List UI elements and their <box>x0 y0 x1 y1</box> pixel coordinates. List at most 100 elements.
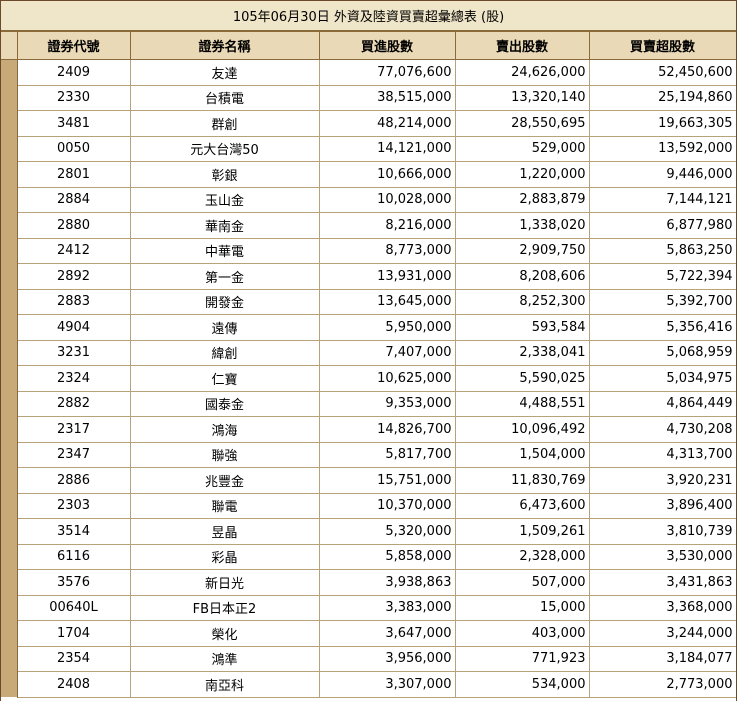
stock-code-cell: 2412 <box>16 237 131 264</box>
buy-shares-cell: 5,950,000 <box>318 314 456 341</box>
stock-code-cell: 3514 <box>16 518 131 545</box>
stock-code-cell: 4904 <box>16 314 131 341</box>
buy-shares-cell: 38,515,000 <box>318 84 456 111</box>
row-spacer <box>1 416 18 442</box>
table-row: 2880 華南金 8,216,000 1,338,020 6,877,980 <box>1 212 736 239</box>
row-spacer <box>1 212 18 238</box>
stock-code-cell: 2884 <box>16 186 131 213</box>
row-spacer <box>1 136 18 162</box>
stock-name-cell: 鴻海 <box>129 416 320 443</box>
sell-shares-cell: 2,328,000 <box>454 543 590 570</box>
buy-shares-cell: 13,931,000 <box>318 263 456 290</box>
buy-shares-cell: 8,216,000 <box>318 212 456 239</box>
stock-code-cell: 2330 <box>16 84 131 111</box>
buy-shares-cell: 3,938,863 <box>318 569 456 596</box>
stock-code-cell: 2347 <box>16 441 131 468</box>
sell-shares-cell: 507,000 <box>454 569 590 596</box>
row-spacer <box>1 59 18 85</box>
sell-shares-cell: 8,252,300 <box>454 288 590 315</box>
stock-name-cell: 玉山金 <box>129 186 320 213</box>
stock-name-cell: 榮化 <box>129 620 320 647</box>
stock-name-cell: 鴻準 <box>129 645 320 672</box>
report-title: 105年06月30日 外資及陸資買賣超彙總表 (股) <box>1 1 736 31</box>
row-spacer <box>1 314 18 340</box>
stock-name-cell: FB日本正2 <box>129 594 320 621</box>
buy-shares-cell: 3,647,000 <box>318 620 456 647</box>
stock-code-cell: 2317 <box>16 416 131 443</box>
net-shares-cell: 5,068,959 <box>588 339 736 366</box>
buy-shares-cell: 77,076,600 <box>318 59 456 86</box>
stock-name-cell: 遠傳 <box>129 314 320 341</box>
buy-shares-cell: 8,773,000 <box>318 237 456 264</box>
buy-shares-cell: 10,625,000 <box>318 365 456 392</box>
table-row: 3576 新日光 3,938,863 507,000 3,431,863 <box>1 569 736 596</box>
row-spacer <box>1 671 18 697</box>
stock-name-cell: 聯強 <box>129 441 320 468</box>
table-row: 2801 彰銀 10,666,000 1,220,000 9,446,000 <box>1 161 736 188</box>
buy-shares-cell: 7,407,000 <box>318 339 456 366</box>
row-spacer <box>1 365 18 391</box>
buy-shares-cell: 14,826,700 <box>318 416 456 443</box>
row-spacer <box>1 187 18 213</box>
net-shares-cell: 3,530,000 <box>588 543 736 570</box>
net-shares-cell: 3,368,000 <box>588 594 736 621</box>
table-row: 2892 第一金 13,931,000 8,208,606 5,722,394 <box>1 263 736 290</box>
stock-code-cell: 2409 <box>16 59 131 86</box>
row-spacer <box>1 85 18 111</box>
buy-shares-cell: 3,956,000 <box>318 645 456 672</box>
sell-shares-cell: 24,626,000 <box>454 59 590 86</box>
stock-code-cell: 2886 <box>16 467 131 494</box>
sell-shares-cell: 403,000 <box>454 620 590 647</box>
net-shares-cell: 5,356,416 <box>588 314 736 341</box>
stock-name-cell: 台積電 <box>129 84 320 111</box>
net-shares-cell: 13,592,000 <box>588 135 736 162</box>
stock-name-cell: 華南金 <box>129 212 320 239</box>
stock-name-cell: 彩晶 <box>129 543 320 570</box>
stock-name-cell: 開發金 <box>129 288 320 315</box>
stock-name-cell: 第一金 <box>129 263 320 290</box>
buy-shares-cell: 5,320,000 <box>318 518 456 545</box>
stock-name-cell: 南亞科 <box>129 671 320 698</box>
stock-name-cell: 聯電 <box>129 492 320 519</box>
stock-name-cell: 緯創 <box>129 339 320 366</box>
sell-shares-cell: 529,000 <box>454 135 590 162</box>
buy-shares-cell: 5,817,700 <box>318 441 456 468</box>
stock-name-cell: 仁寶 <box>129 365 320 392</box>
net-shares-cell: 3,431,863 <box>588 569 736 596</box>
buy-shares-cell: 5,858,000 <box>318 543 456 570</box>
net-shares-cell: 5,034,975 <box>588 365 736 392</box>
sell-shares-cell: 5,590,025 <box>454 365 590 392</box>
stock-name-cell: 國泰金 <box>129 390 320 417</box>
sell-shares-cell: 8,208,606 <box>454 263 590 290</box>
table-row: 2347 聯強 5,817,700 1,504,000 4,313,700 <box>1 441 736 468</box>
stock-code-cell: 0050 <box>16 135 131 162</box>
stock-name-cell: 新日光 <box>129 569 320 596</box>
stock-name-cell: 昱晶 <box>129 518 320 545</box>
sell-shares-cell: 1,504,000 <box>454 441 590 468</box>
stock-code-cell: 6116 <box>16 543 131 570</box>
stock-name-cell: 元大台灣50 <box>129 135 320 162</box>
sell-shares-cell: 4,488,551 <box>454 390 590 417</box>
sell-shares-cell: 13,320,140 <box>454 84 590 111</box>
table-row: 2317 鴻海 14,826,700 10,096,492 4,730,208 <box>1 416 736 443</box>
net-shares-cell: 7,144,121 <box>588 186 736 213</box>
sell-shares-cell: 2,338,041 <box>454 339 590 366</box>
table-row: 2324 仁寶 10,625,000 5,590,025 5,034,975 <box>1 365 736 392</box>
buy-shares-cell: 9,353,000 <box>318 390 456 417</box>
stock-name-cell: 中華電 <box>129 237 320 264</box>
stock-code-cell: 2303 <box>16 492 131 519</box>
stock-name-cell: 群創 <box>129 110 320 137</box>
stock-code-cell: 1704 <box>16 620 131 647</box>
table-row: 1704 榮化 3,647,000 403,000 3,244,000 <box>1 620 736 647</box>
table-row: 2884 玉山金 10,028,000 2,883,879 7,144,121 <box>1 186 736 213</box>
table-row: 2882 國泰金 9,353,000 4,488,551 4,864,449 <box>1 390 736 417</box>
buy-shares-cell: 10,028,000 <box>318 186 456 213</box>
table-row: 00640L FB日本正2 3,383,000 15,000 3,368,000 <box>1 594 736 621</box>
buy-shares-cell: 10,666,000 <box>318 161 456 188</box>
sell-shares-cell: 2,883,879 <box>454 186 590 213</box>
buy-shares-cell: 3,383,000 <box>318 594 456 621</box>
stock-code-cell: 2324 <box>16 365 131 392</box>
table-row: 3481 群創 48,214,000 28,550,695 19,663,305 <box>1 110 736 137</box>
header-name: 證券名稱 <box>129 31 320 60</box>
sell-shares-cell: 593,584 <box>454 314 590 341</box>
